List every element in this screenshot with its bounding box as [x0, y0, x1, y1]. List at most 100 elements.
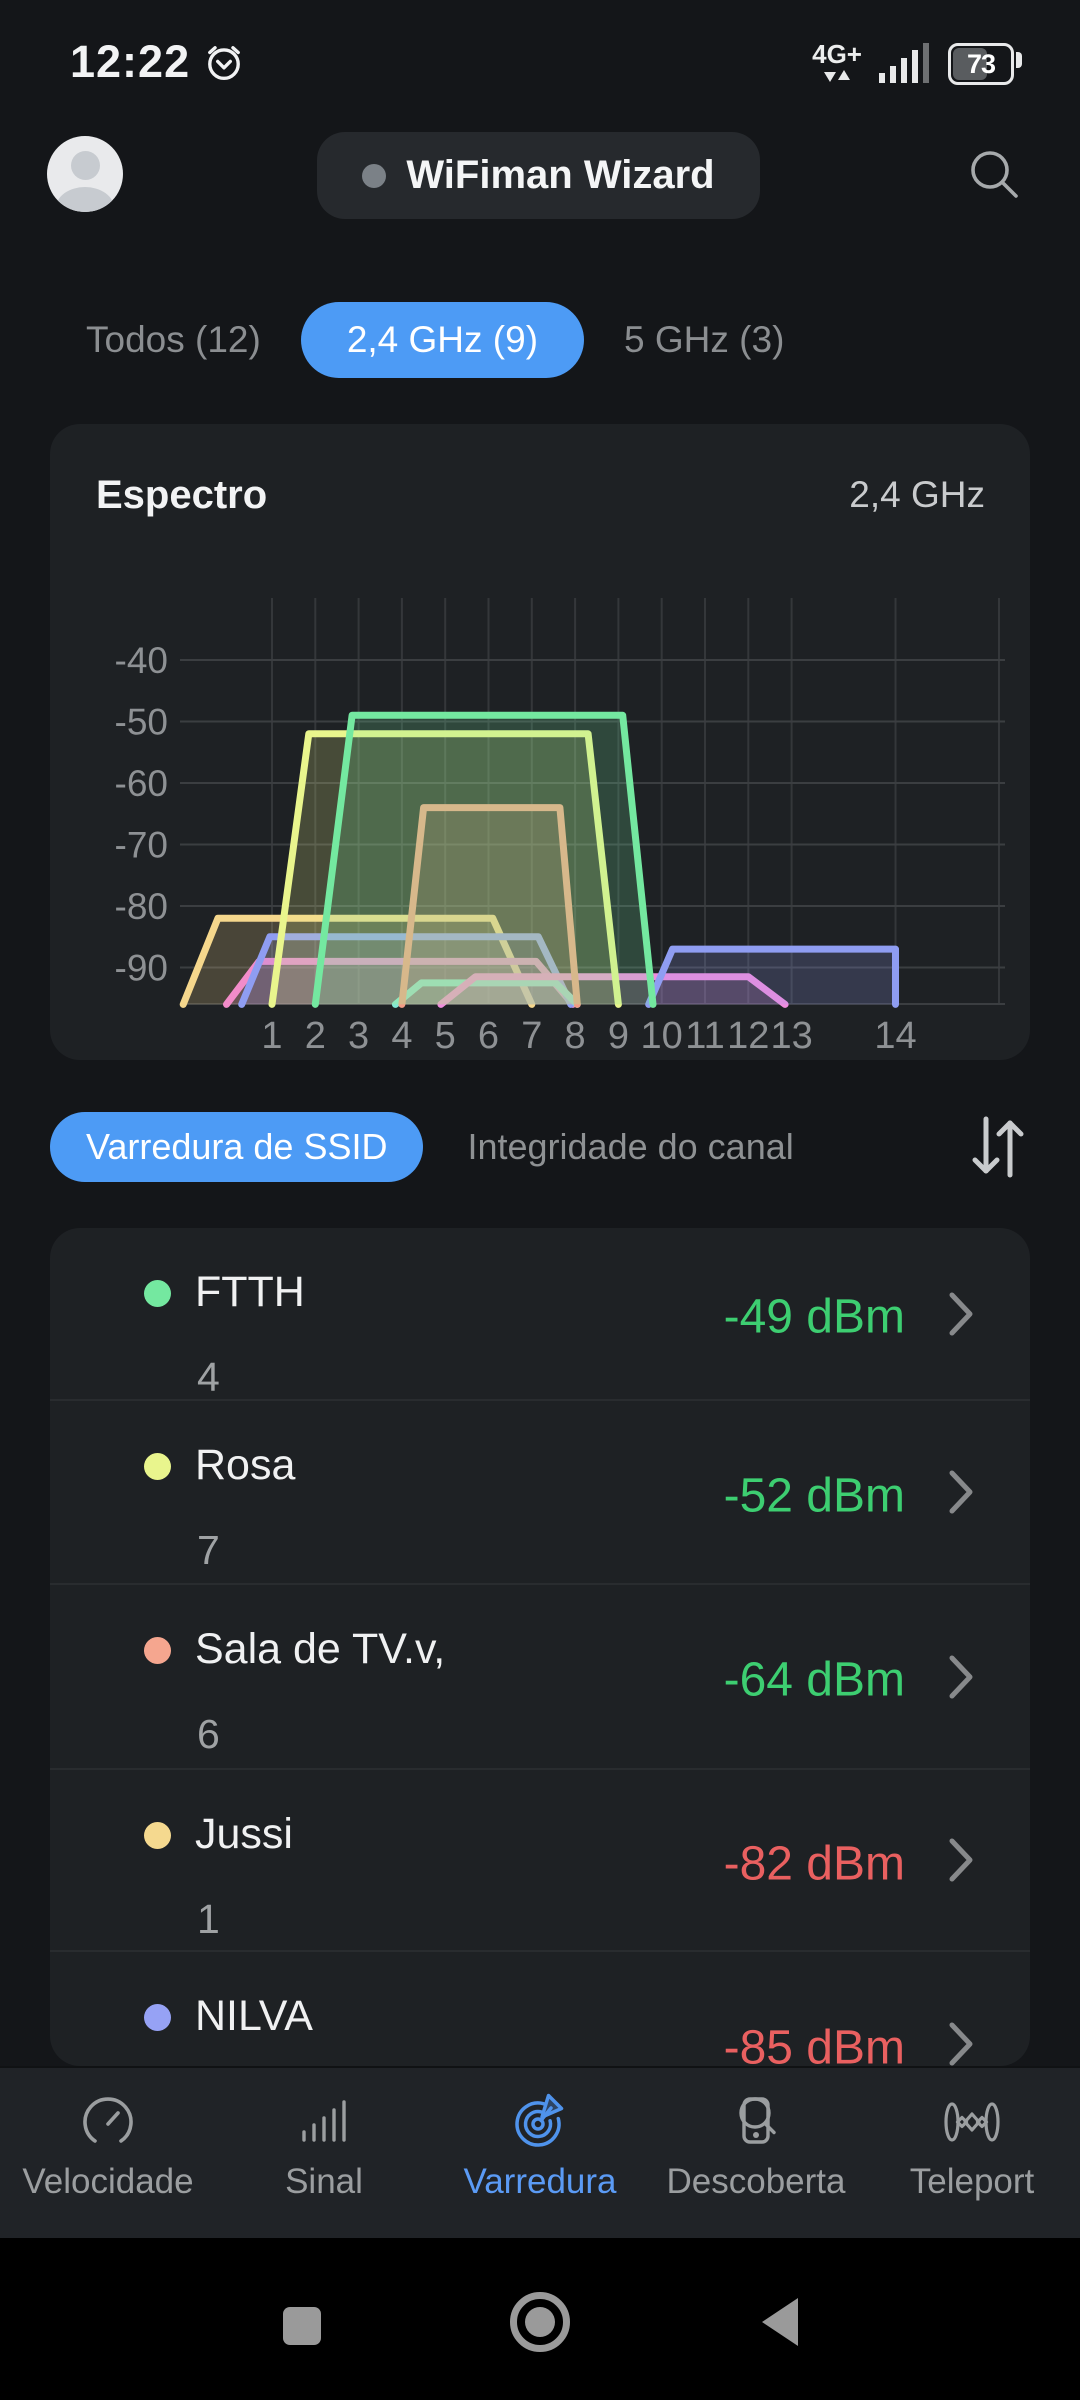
network-row[interactable]: NILVA -85 dBm [50, 1952, 1030, 2066]
x-axis-tick: 11 [685, 1015, 724, 1057]
spectrum-series-line [391, 979, 581, 1008]
network-channel: 1 [197, 1896, 220, 1942]
nav-item-velocidade[interactable]: Velocidade [0, 2068, 216, 2238]
spectrum-chart: -40-50-60-70-80-901 2 3 4 5 6 7 8 9 10 11 12 13 14 [115, 598, 1005, 1057]
chevron-right-icon [949, 1655, 973, 1698]
back-button[interactable] [762, 2298, 798, 2346]
chevron-right-icon [949, 2022, 973, 2066]
recents-button[interactable] [283, 2307, 321, 2345]
view-toggle: Varredura de SSID Integridade do canal [50, 1112, 1032, 1182]
chevron-right-icon [949, 1470, 973, 1514]
signal-strength-icon [879, 43, 929, 83]
battery-percent: 73 [966, 48, 996, 79]
network-row[interactable]: FTTH 4 -49 dBm [50, 1228, 1030, 1401]
spectrum-series-fill [395, 982, 578, 1005]
sort-icon[interactable] [964, 1109, 1030, 1185]
spectrum-series-line [238, 933, 575, 1008]
y-axis-tick: -40 [115, 640, 168, 681]
device-search-icon [739, 2097, 776, 2144]
network-color-dot [144, 1453, 171, 1480]
chevron-right-icon [949, 1838, 973, 1882]
teleport-icon [944, 2102, 1000, 2142]
spectrum-title: Espectro [96, 472, 268, 517]
spectrum-series-line [398, 804, 581, 1008]
x-axis-tick: 1 [261, 1015, 282, 1057]
nav-label: Teleport [909, 2162, 1035, 2201]
signal-bars-icon [302, 2100, 346, 2142]
app-title-pill[interactable]: WiFiman Wizard [317, 132, 760, 219]
spectrum-series-fill [272, 733, 619, 1005]
battery-icon: 73 [948, 43, 1014, 85]
network-color-dot [144, 2004, 171, 2031]
status-bar: 12:22 4G+ [0, 0, 1080, 110]
avatar[interactable] [47, 136, 123, 212]
network-list: FTTH 4 -49 dBm Rosa 7 -52 dBm Sala de TV.v, 6 -6… [50, 1228, 1030, 2066]
network-name: FTTH [195, 1268, 305, 1316]
x-axis-tick: 5 [435, 1015, 456, 1057]
filter-tab[interactable]: Todos (12) [86, 319, 261, 360]
gauge-icon [83, 2097, 133, 2143]
x-axis-tick: 4 [391, 1015, 412, 1057]
network-signal: -82 dBm [723, 1837, 905, 1891]
spectrum-series-line [311, 711, 657, 1008]
alarm-clock-icon [208, 46, 240, 80]
spectrum-series-line [645, 945, 899, 1008]
nav-item-varredura[interactable]: Varredura [432, 2068, 648, 2238]
y-axis-tick: -60 [115, 763, 168, 804]
spectrum-card: Espectro 2,4 GHz -40 -50 -60 -70 -80 -90 1 2 3 4 5… [50, 424, 1030, 1060]
network-channel: 7 [197, 1527, 220, 1573]
x-axis-tick: 9 [608, 1015, 629, 1057]
network-row[interactable]: Rosa 7 -52 dBm [50, 1401, 1030, 1585]
x-axis-tick: 6 [478, 1015, 499, 1057]
x-axis-tick: 8 [565, 1015, 586, 1057]
x-axis-tick: 14 [874, 1015, 916, 1057]
nav-item-descoberta[interactable]: Descoberta [648, 2068, 864, 2238]
nav-item-sinal[interactable]: Sinal [216, 2068, 432, 2238]
y-axis-tick: -50 [115, 702, 168, 743]
filter-tab[interactable]: 2,4 GHz (9) [300, 302, 585, 378]
spectrum-series-line [268, 730, 622, 1008]
toggle-ssid-scan[interactable]: Varredura de SSID [50, 1112, 424, 1182]
filter-tab[interactable]: 5 GHz (3) [624, 319, 785, 360]
network-row[interactable]: Jussi 1 -82 dBm [50, 1770, 1030, 1952]
radar-icon [515, 2093, 564, 2147]
network-color-dot [144, 1280, 171, 1307]
spectrum-series-fill [226, 961, 573, 1005]
home-button[interactable] [510, 2292, 570, 2352]
nav-label: Varredura [463, 2162, 617, 2201]
network-color-dot [144, 1822, 171, 1849]
x-axis-tick: 13 [770, 1015, 812, 1057]
chevron-right-icon [949, 1292, 973, 1335]
y-axis-tick: -90 [115, 948, 168, 989]
spectrum-series-fill [315, 715, 653, 1005]
bottom-nav: Velocidade Sinal Varredura Descoberta Telepo… [0, 2066, 1080, 2238]
toggle-channel-integrity[interactable]: Integridade do canal [467, 1126, 794, 1167]
network-channel: 4 [197, 1354, 220, 1400]
search-icon[interactable] [964, 144, 1026, 206]
x-axis-tick: 7 [521, 1015, 542, 1057]
y-axis-tick: -80 [115, 886, 168, 927]
nav-label: Sinal [285, 2162, 363, 2201]
nav-label: Descoberta [666, 2162, 846, 2201]
app-title: WiFiman Wizard [406, 153, 715, 197]
network-row[interactable]: Sala de TV.v, 6 -64 dBm [50, 1585, 1030, 1770]
data-activity-arrows-icon [824, 70, 851, 82]
x-axis-tick: 10 [641, 1015, 683, 1057]
network-color-dot [144, 1637, 171, 1664]
network-signal: -85 dBm [723, 2021, 905, 2066]
spectrum-series-fill [648, 949, 896, 1005]
network-signal: -49 dBm [723, 1290, 905, 1344]
spectrum-band-label: 2,4 GHz [849, 474, 985, 515]
spectrum-series-fill [440, 976, 786, 1005]
clock-time: 12:22 [70, 36, 191, 87]
x-axis-tick: 2 [305, 1015, 326, 1057]
nav-item-teleport[interactable]: Teleport [864, 2068, 1080, 2238]
y-axis-tick: -70 [115, 825, 168, 866]
network-type-label: 4G+ [812, 39, 862, 69]
android-nav-bar [0, 2238, 1080, 2400]
network-name: Rosa [195, 1441, 296, 1489]
network-signal: -64 dBm [723, 1653, 905, 1707]
x-axis-tick: 3 [348, 1015, 369, 1057]
network-name: NILVA [195, 1992, 313, 2040]
